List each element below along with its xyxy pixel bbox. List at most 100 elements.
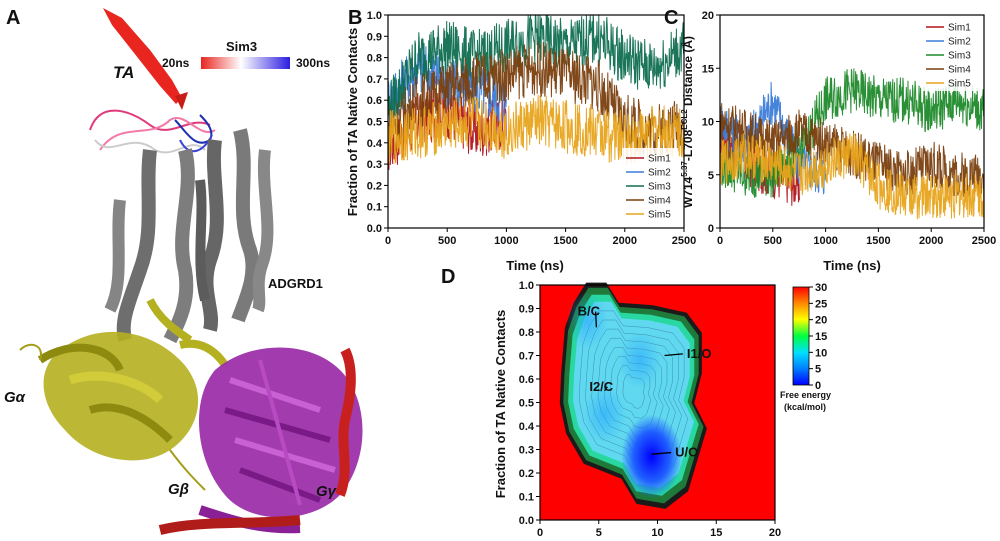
colorbar-label-line1: Free energy [780,390,831,400]
chart-c-legend-label: Sim1 [948,23,971,34]
chart-b-plot: 0 500 1000 1500 2000 2500 0.0 0.1 0.2 0.3 0.4 0.5 0.… [367,10,697,247]
chart-d-xtick-label: 20 [769,527,781,539]
ta-strand-icon [103,8,188,110]
chart-d-xtick-label: 5 [596,527,602,539]
chart-d-ytick-label: 0.7 [519,351,534,363]
heatmap-annotation-pointer [594,311,598,328]
receptor-icon [104,128,274,344]
heatmap-minimum [621,414,683,499]
time-end-label: 300ns [296,56,330,70]
chart-c-ytick-label: 15 [702,63,714,75]
chart-c-xtick-label: 1000 [813,235,837,247]
panel-b-letter: B [348,7,362,29]
chart-b-ytick-label: 0.7 [367,74,382,86]
heatmap-minimum [619,331,661,389]
chart-c-legend-label: Sim4 [948,65,971,76]
chart-c-legend-label: Sim2 [948,37,971,48]
chart-d-xtick-label: 15 [710,527,722,539]
chart-c-ytick-label: 10 [702,117,714,129]
chart-b-xtick-label: 2000 [613,235,637,247]
chart-d-ytick-label: 0.2 [519,468,534,480]
heatmap-annotation-pointer [604,386,608,392]
chart-d-ytick-label: 0.0 [519,515,534,527]
chart-b-ytick-label: 0.2 [367,180,382,192]
chart-d-ytick-label: 0.8 [519,327,534,339]
chart-b-legend-label: Sim1 [648,154,671,165]
chart-d-ytick-label: 0.9 [519,304,534,316]
heatmap-annotation-pointer [664,353,683,357]
chart-b-legend-label: Sim4 [648,196,671,207]
chart-b-xtick-label: 1500 [553,235,577,247]
g-alpha-icon [19,298,229,491]
panel-c: C 0 500 1000 1500 2000 250005101520Sim1Sim2Si… [664,7,996,273]
chart-c-legend-label: Sim5 [948,79,971,90]
chart-c-xlabel: Time (ns) [823,258,881,273]
chart-c-xtick-label: 500 [764,235,782,247]
chart-b-ytick-label: 0.0 [367,223,382,235]
ta-label: TA [113,63,134,82]
chart-d-ytick-label: 0.3 [519,445,534,457]
chart-b-ytick-label: 0.3 [367,159,382,171]
chart-c-ytick-label: 5 [708,170,714,182]
chart-b-ytick-label: 0.4 [367,138,383,150]
chart-c-series-sim5 [719,132,985,220]
chart-b-xlabel: Time (ns) [506,258,564,273]
heatmap-minimum [583,385,626,443]
chart-b-series-sim3 [387,14,685,131]
chart-c-xtick-label: 0 [717,235,723,247]
chart-c-legend: Sim1 Sim2 Sim3 Sim4 Sim5 [922,17,978,91]
panel-a: A TA Sim3 20ns 300ns AD [4,7,363,535]
heatmap-annotation-pointer [651,451,672,455]
chart-b-legend-bg [622,148,678,222]
chart-c-ytick-label: 20 [702,10,714,22]
colorbar-label-line2: (kcal/mol) [784,402,826,412]
chart-b-legend-label: Sim5 [648,210,671,221]
chart-b-legend: Sim1 Sim2 Sim3 Sim4 Sim5 [622,148,678,222]
colorbar-tick-label: 0 [815,380,821,392]
chart-b-ytick-label: 0.1 [367,202,382,214]
chart-b-ylabel: Fraction of TA Native Contacts [345,28,360,217]
chart-b-xtick-label: 2500 [672,235,696,247]
sim3-label: Sim3 [226,39,257,54]
chart-c-ytick-label: 0 [708,223,714,235]
receptor-label: ADGRD1 [268,276,323,291]
chart-c-xtick-label: 1500 [866,235,890,247]
chart-b-legend-label: Sim3 [648,182,671,193]
colorbar-tick-label: 5 [815,364,821,376]
colorbar-tick-label: 25 [815,298,827,310]
chart-d-ytick-label: 0.4 [519,421,535,433]
g-beta-icon [198,347,363,534]
ta-loops-icon [89,109,216,154]
time-start-label: 20ns [162,56,190,70]
chart-d-ylabel: Fraction of TA Native Contacts [493,310,508,499]
chart-b-ytick-label: 0.6 [367,95,382,107]
panel-a-letter: A [6,7,20,29]
colorbar-tick-label: 20 [815,315,827,327]
chart-b-ytick-label: 0.8 [367,53,382,65]
chart-d-ytick-label: 0.1 [519,492,534,504]
chart-b-ytick-label: 0.9 [367,31,382,43]
chart-b-legend-label: Sim2 [648,168,671,179]
heatmap-minimum [566,291,608,349]
chart-c-ylabel: W7145.37-L708ECL2 Distance (Å) [680,36,695,208]
colorbar [792,286,810,386]
chart-c-legend-label: Sim3 [948,51,971,62]
panel-b: B 0 500 1000 1500 2000 2500 0.0 0.1 0.2 0.3 0.4 0.5… [345,7,696,273]
chart-d-xtick-label: 10 [651,527,663,539]
heatmap-annotation-label: B/C [578,304,601,319]
heatmap-annotation-label: I2/C [589,379,613,394]
chart-b-xtick-label: 1000 [494,235,518,247]
heatmap-annotation-label: U/O [675,445,698,460]
chart-d-plot: B/C I1/O I2/C U/O 0 5 10 15 20 0.0 0.1 0.2 0.3 0.4 0.5… [519,280,831,539]
chart-b-xtick-label: 0 [385,235,391,247]
g-gamma-label: Gγ [316,483,338,500]
chart-b-ytick-label: 0.5 [367,117,382,129]
chart-d-ytick-label: 1.0 [519,280,534,292]
chart-b-xtick-label: 500 [438,235,456,247]
colorbar-tick-label: 15 [815,331,827,343]
chart-c-plot: 0 500 1000 1500 2000 2500 0 5 10 15 20 Sim1 Sim2 Sim3… [702,10,996,247]
chart-d-ytick-label: 0.5 [519,398,534,410]
panel-d-letter: D [441,266,455,288]
g-alpha-label: Gα [4,389,26,406]
